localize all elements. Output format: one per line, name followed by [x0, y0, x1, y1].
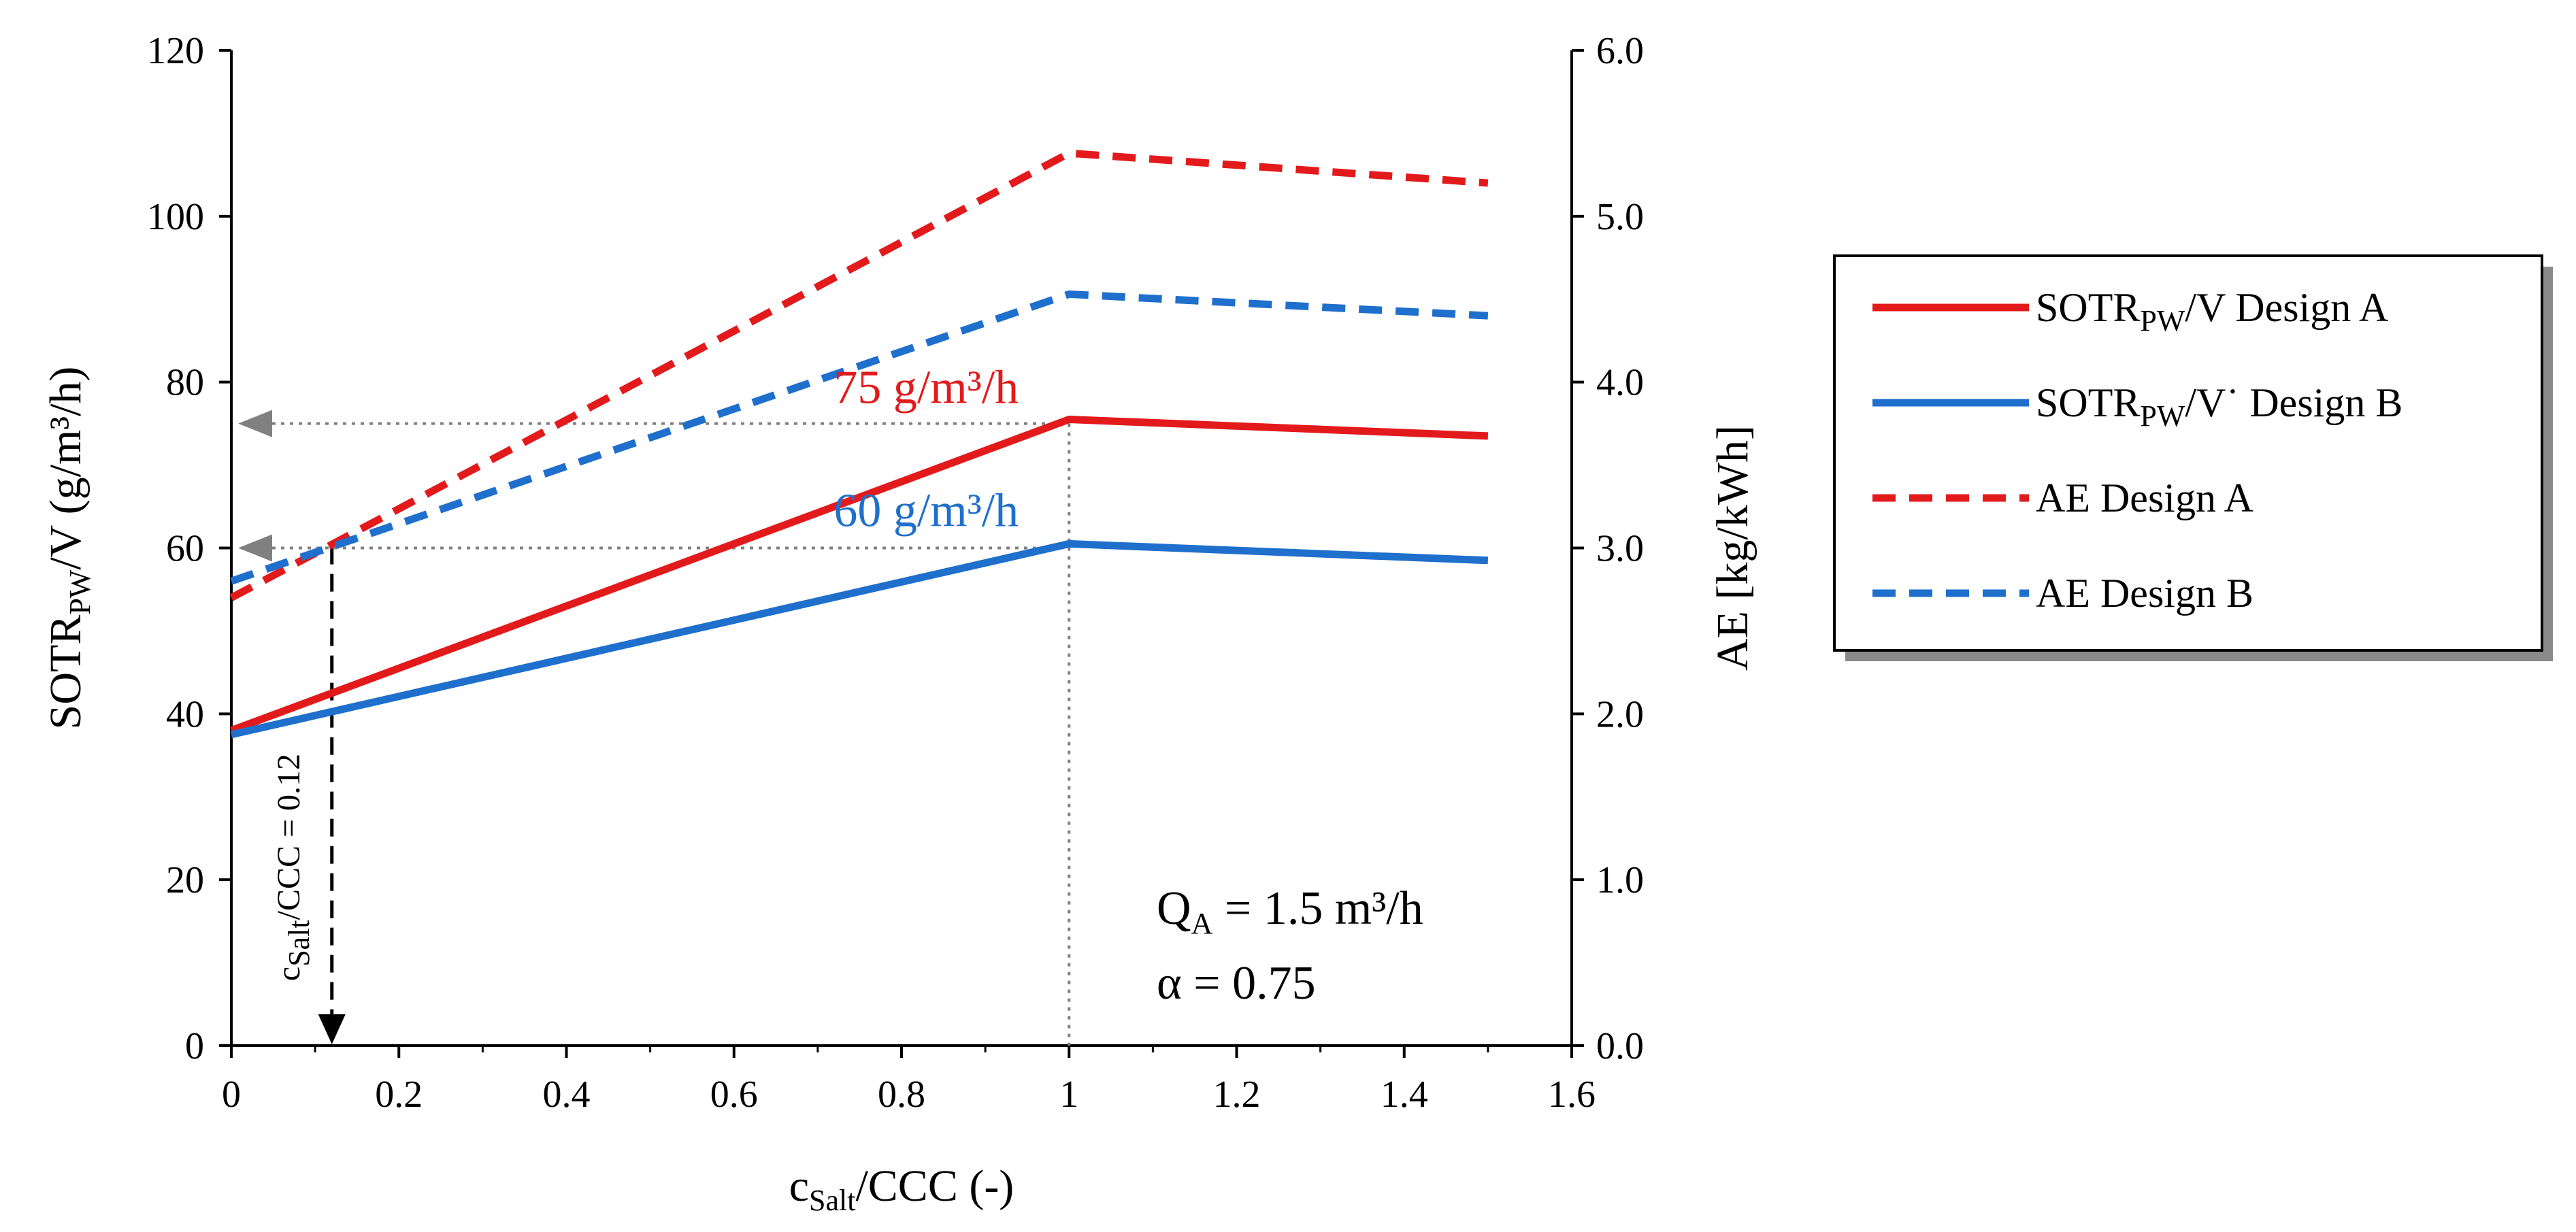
x-tick-label: 0.8	[878, 1073, 925, 1116]
label-60: 60 g/m³/h	[833, 485, 1019, 537]
y-tick-label: 100	[147, 196, 204, 238]
horizontal-guide-75-arrowhead	[238, 410, 272, 437]
x-tick-label: 1.2	[1213, 1073, 1261, 1116]
x-axis-title: cSalt/CCC (-)	[789, 1161, 1014, 1217]
legend-label-2: SOTRPW/V˙ Design B	[2036, 380, 2402, 433]
axes: 0 0.2 0.4 0.6 0.8 1 1.2 1.4 1.6 0 20 40 60 80 100 120 0.…	[41, 30, 1757, 1217]
series-line-4	[230, 290, 1489, 585]
legend-label-4: AE Design B	[2036, 571, 2253, 616]
y2-tick-label: 2.0	[1596, 693, 1644, 735]
x-tick-label: 1.4	[1381, 1073, 1428, 1116]
y-tick-label: 20	[166, 859, 204, 901]
x-tick-label: 0.6	[710, 1073, 758, 1116]
y2-tick-label: 5.0	[1596, 196, 1644, 238]
y2-tick-label: 4.0	[1596, 362, 1644, 404]
ccc-value-label: cSalt/CCC = 0.12	[271, 754, 316, 981]
legend: SOTRPW/V Design A SOTRPW/V˙ Design B AE De…	[1833, 254, 2553, 661]
y2-axis-title: AE [kg/kWh]	[1708, 425, 1757, 671]
series-line-2	[230, 539, 1489, 739]
annotations: 75 g/m³/h 60 g/m³/h QA = 1.5 m³/h α = 0.75 c…	[271, 362, 1423, 1010]
alpha-annotation: α = 0.75	[1157, 957, 1316, 1010]
y-tick-label: 0	[185, 1025, 204, 1067]
y2-tick-label: 6.0	[1596, 30, 1644, 72]
y-tick-label: 40	[166, 693, 204, 735]
guide-lines	[238, 410, 1071, 1046]
x-tick-label: 0.4	[543, 1073, 591, 1116]
x-tick-label: 0.2	[375, 1073, 423, 1116]
series-line-1	[230, 416, 1489, 734]
ccc-arrowhead	[318, 1014, 346, 1044]
x-tick-label: 1	[1059, 1073, 1078, 1116]
y-tick-label: 80	[166, 362, 204, 404]
y-tick-label: 120	[147, 30, 204, 72]
y-axis-title: SOTRPW/V (g/m³/h)	[41, 367, 97, 730]
x-tick-label: 0	[222, 1073, 241, 1116]
horizontal-guide-60-arrowhead	[238, 534, 272, 562]
legend-label-3: AE Design A	[2036, 476, 2253, 520]
series-lines	[229, 149, 1489, 739]
y2-tick-label: 1.0	[1596, 859, 1644, 901]
y2-tick-label: 0.0	[1596, 1025, 1644, 1067]
qa-annotation: QA = 1.5 m³/h	[1157, 882, 1423, 940]
legend-label-1: SOTRPW/V Design A	[2036, 285, 2388, 337]
legend-box	[1833, 254, 2543, 652]
label-75: 75 g/m³/h	[833, 362, 1019, 414]
y2-tick-label: 3.0	[1596, 528, 1644, 570]
x-tick-label: 1.6	[1548, 1073, 1596, 1116]
series-line-3	[229, 149, 1489, 601]
y-tick-label: 60	[166, 528, 204, 570]
